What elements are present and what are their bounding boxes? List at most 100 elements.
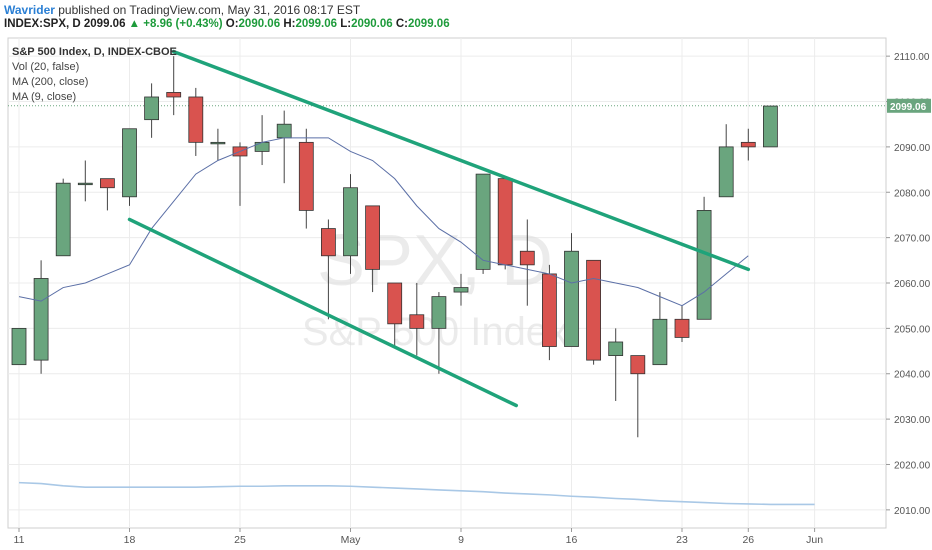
y-tick-label: 2030.00 bbox=[894, 415, 931, 426]
y-tick-label: 2050.00 bbox=[894, 324, 931, 335]
candle-body bbox=[674, 318, 690, 338]
candle bbox=[122, 128, 137, 206]
candle bbox=[343, 174, 358, 274]
open-label: O: bbox=[225, 18, 239, 30]
candle-body bbox=[409, 314, 425, 329]
candle bbox=[409, 283, 425, 356]
candle bbox=[718, 124, 734, 198]
candle bbox=[519, 219, 535, 306]
candle-body bbox=[718, 146, 734, 198]
indicator-legend: S&P 500 Index, D, INDEX-CBOE Vol (20, fa… bbox=[12, 45, 177, 105]
candle-body bbox=[453, 287, 469, 293]
candle-body bbox=[497, 178, 513, 266]
close-value: 2099.06 bbox=[408, 18, 450, 30]
candle-body bbox=[166, 92, 182, 98]
x-tick-label: 9 bbox=[458, 534, 464, 546]
x-tick-label: 11 bbox=[14, 534, 25, 546]
y-tick-label: 2090.00 bbox=[894, 143, 931, 154]
candle-body bbox=[740, 141, 756, 148]
candle-body bbox=[387, 282, 403, 325]
ma200-line bbox=[18, 481, 815, 506]
last-price: 2099.06 bbox=[83, 18, 126, 30]
x-tick-label: Jun bbox=[806, 534, 823, 546]
candle bbox=[763, 105, 778, 148]
x-tick-label: 18 bbox=[124, 534, 136, 546]
candle bbox=[431, 292, 447, 374]
y-tick-label: 2080.00 bbox=[894, 188, 931, 199]
candle-body bbox=[630, 355, 646, 375]
candle-body bbox=[696, 210, 712, 320]
high-label: H: bbox=[283, 18, 296, 30]
ma200-path bbox=[18, 481, 815, 506]
last-price-badge bbox=[887, 98, 931, 113]
ma9-line bbox=[18, 137, 749, 307]
last-price-label: 2099.06 bbox=[890, 102, 927, 113]
candle bbox=[740, 128, 756, 161]
low-label: L: bbox=[340, 18, 352, 30]
candle-body bbox=[276, 123, 292, 139]
y-tick-label: 2060.00 bbox=[894, 279, 931, 290]
candle-body bbox=[254, 141, 270, 152]
y-tick-label: 2070.00 bbox=[894, 234, 931, 245]
candles bbox=[11, 56, 778, 438]
low-value: 2090.06 bbox=[351, 18, 393, 30]
candle bbox=[144, 83, 160, 138]
candle-body bbox=[564, 250, 579, 347]
legend-ma200[interactable]: MA (200, close) bbox=[12, 76, 89, 88]
candle-body bbox=[431, 296, 447, 329]
legend-title: S&P 500 Index, D, INDEX-CBOE bbox=[12, 46, 177, 58]
candle bbox=[630, 355, 646, 438]
publish-header: Wavrider published on TradingView.com, M… bbox=[4, 3, 360, 17]
y-tick-label: 2020.00 bbox=[894, 460, 931, 471]
candle-body bbox=[298, 141, 314, 211]
trendlines bbox=[127, 49, 751, 408]
candle-body bbox=[519, 250, 535, 266]
candle-body bbox=[188, 96, 204, 143]
candle-body bbox=[475, 173, 491, 270]
candle bbox=[11, 327, 27, 366]
candle bbox=[453, 273, 469, 306]
y-tick-label: 2010.00 bbox=[894, 506, 931, 517]
candle bbox=[298, 128, 314, 229]
candle bbox=[564, 233, 579, 347]
candle bbox=[608, 328, 624, 401]
candle-body bbox=[144, 96, 160, 121]
candle bbox=[320, 219, 336, 320]
candle bbox=[276, 110, 292, 184]
candle-body bbox=[365, 205, 381, 270]
legend-vol[interactable]: Vol (20, false) bbox=[12, 61, 80, 73]
high-value: 2099.06 bbox=[295, 18, 338, 30]
candle bbox=[188, 87, 204, 156]
candle bbox=[475, 173, 491, 274]
candle bbox=[586, 259, 601, 365]
candle bbox=[55, 178, 71, 257]
lower-channel-line bbox=[127, 217, 518, 408]
close-label: C: bbox=[395, 18, 409, 30]
author-link[interactable]: Wavrider bbox=[4, 3, 55, 17]
candle bbox=[674, 305, 690, 342]
y-tick-label: 2040.00 bbox=[894, 370, 931, 381]
up-triangle-icon: ▲ bbox=[128, 18, 141, 30]
x-tick-label: 23 bbox=[676, 534, 688, 546]
candle-body bbox=[210, 141, 226, 145]
candle-body bbox=[763, 105, 778, 148]
x-tick-label: 16 bbox=[566, 534, 578, 546]
axes: 2010.00 2020.00 2030.00 2040.00 2050.00 2060.… bbox=[14, 52, 931, 546]
x-tick-label: May bbox=[341, 534, 362, 546]
x-tick-label: 26 bbox=[742, 534, 754, 546]
candle-body bbox=[55, 182, 71, 257]
candle-body bbox=[608, 341, 624, 356]
candle-body bbox=[33, 278, 49, 361]
x-tick-label: 25 bbox=[234, 534, 246, 546]
candle bbox=[365, 205, 381, 293]
ma9-path bbox=[18, 137, 749, 307]
candle bbox=[696, 196, 712, 320]
legend-ma9[interactable]: MA (9, close) bbox=[12, 91, 77, 103]
candle bbox=[387, 282, 403, 347]
candle-body bbox=[542, 273, 557, 347]
candle bbox=[77, 160, 93, 202]
candle-body bbox=[343, 187, 358, 257]
change: +8.96 (+0.43%) bbox=[143, 18, 223, 30]
symbol: INDEX:SPX, D bbox=[4, 18, 81, 30]
